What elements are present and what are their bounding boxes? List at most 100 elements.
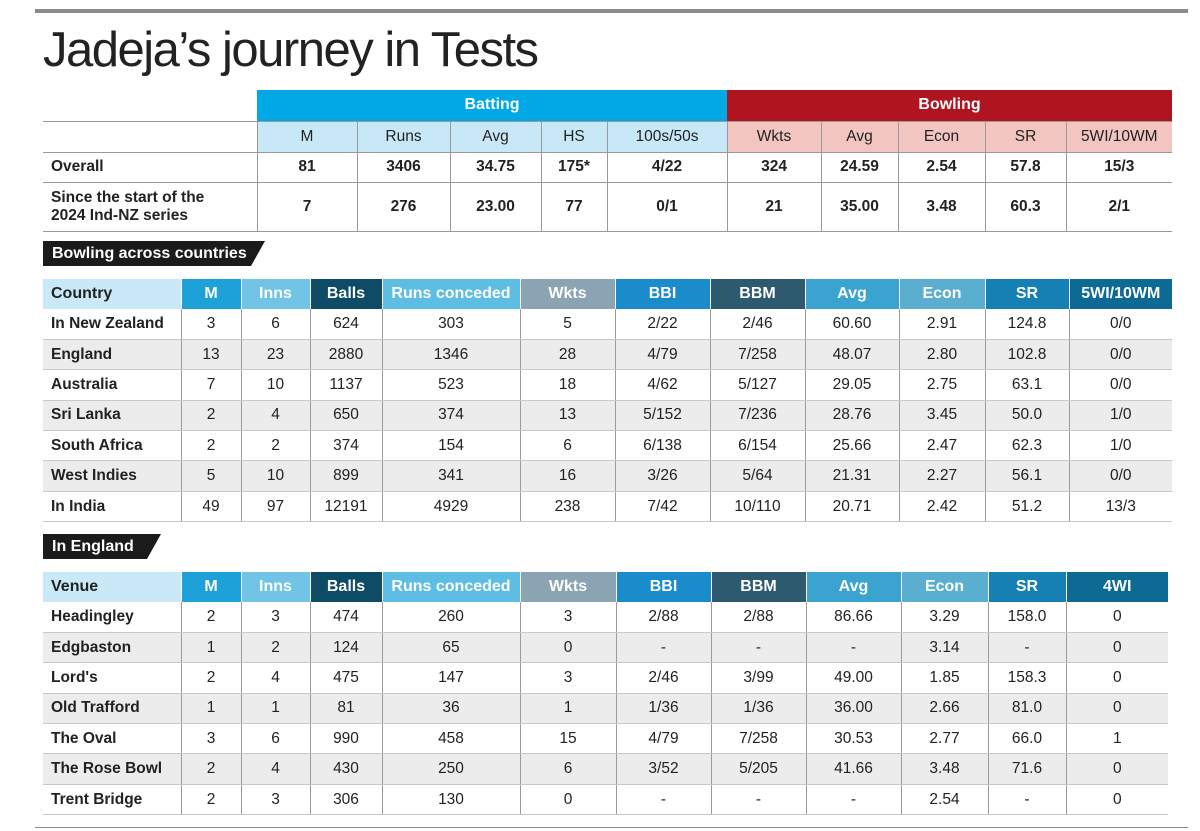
cell: 3406 — [356, 152, 450, 183]
column-header: M — [180, 279, 241, 309]
row-label: West Indies — [43, 460, 181, 492]
cell: 2/22 — [614, 309, 710, 340]
cell: 16 — [519, 460, 615, 492]
cell: 3.48 — [897, 182, 986, 232]
cell: 81 — [256, 152, 357, 183]
row-label: Sri Lanka — [43, 400, 181, 432]
cell: 5 — [519, 309, 615, 340]
column-header: Wkts — [519, 572, 616, 602]
column-header: M — [180, 572, 241, 602]
cell: 374 — [381, 400, 520, 432]
cell: 20.71 — [804, 491, 899, 523]
cell: 1 — [180, 693, 241, 725]
row-label: The Rose Bowl — [43, 753, 181, 785]
cell: 2/88 — [615, 602, 711, 633]
cell: 0 — [1065, 693, 1168, 725]
cell: 6 — [519, 753, 616, 785]
cell: 36 — [381, 693, 520, 725]
row-label: Since the start of the 2024 Ind-NZ serie… — [43, 182, 257, 232]
cell: 0 — [1065, 602, 1168, 633]
cell: 124.8 — [984, 309, 1069, 340]
cell: 6 — [240, 723, 310, 755]
cell: 2.91 — [898, 309, 985, 340]
cell: 4 — [240, 400, 310, 432]
cell: - — [710, 784, 806, 816]
column-header: 5WI/10WM — [1068, 279, 1172, 309]
column-header: HS — [540, 121, 607, 153]
cell: 97 — [240, 491, 310, 523]
cell: 2.54 — [897, 152, 986, 183]
cell: 1/0 — [1068, 400, 1172, 432]
cell: 2 — [180, 662, 241, 694]
cell: 10 — [240, 460, 310, 492]
cell: - — [987, 632, 1066, 664]
cell: 0/0 — [1068, 339, 1172, 371]
row-label: Trent Bridge — [43, 784, 181, 816]
cell: 77 — [540, 182, 607, 232]
cell: 0 — [519, 632, 616, 664]
column-header: SR — [984, 279, 1069, 309]
cell: 62.3 — [984, 430, 1069, 462]
cell: 2 — [240, 430, 310, 462]
cell: 158.0 — [987, 602, 1066, 633]
cell: 3/99 — [710, 662, 806, 694]
cell: 71.6 — [987, 753, 1066, 785]
cell: 56.1 — [984, 460, 1069, 492]
cell: 1 — [1065, 723, 1168, 755]
england-table: Venue M Inns Balls Runs conceded Wkts BBI BBM Av… — [43, 572, 1168, 816]
cell: 306 — [309, 784, 382, 816]
cell: 48.07 — [804, 339, 899, 371]
cell: 2/46 — [615, 662, 711, 694]
column-header: Balls — [309, 279, 382, 309]
cell: 50.0 — [984, 400, 1069, 432]
column-header: Econ — [900, 572, 988, 602]
cell: 25.66 — [804, 430, 899, 462]
cell: - — [805, 632, 901, 664]
summary-table: Batting Bowling M Runs Avg HS 100s/50s Wkts Avg E… — [43, 90, 1173, 232]
cell: 4/62 — [614, 369, 710, 401]
cell: 303 — [381, 309, 520, 340]
column-header: 5WI/10WM — [1065, 121, 1173, 153]
column-header: Runs conceded — [381, 572, 520, 602]
column-header: Country — [43, 279, 181, 309]
cell: 36.00 — [805, 693, 901, 725]
cell: 65 — [381, 632, 520, 664]
cell: 0/1 — [606, 182, 728, 232]
column-header: M — [256, 121, 357, 153]
cell: 60.3 — [984, 182, 1067, 232]
cell: 7/42 — [614, 491, 710, 523]
data-row: West Indies 5 10 899 341 16 3/26 5/64 21.31 2.27 5… — [43, 460, 1172, 492]
blank-cell — [43, 90, 257, 122]
cell: 175* — [540, 152, 607, 183]
column-header: 4WI — [1065, 572, 1168, 602]
cell: 2/1 — [1065, 182, 1173, 232]
column-header: Econ — [898, 279, 985, 309]
cell: 4/79 — [614, 339, 710, 371]
column-header: Avg — [820, 121, 899, 153]
row-label: Overall — [43, 152, 257, 183]
cell: 5/152 — [614, 400, 710, 432]
table-body: Venue M Inns Balls Runs conceded Wkts BBI BBM Av… — [43, 572, 1168, 816]
cell: 6 — [519, 430, 615, 462]
cell: 28 — [519, 339, 615, 371]
cell: 1/36 — [615, 693, 711, 725]
cell: 41.66 — [805, 753, 901, 785]
cell: 81.0 — [987, 693, 1066, 725]
cell: 6 — [240, 309, 310, 340]
column-header: BBM — [709, 279, 805, 309]
row-label: Edgbaston — [43, 632, 181, 664]
title: Jadeja’s journey in Tests — [43, 23, 539, 77]
cell: 2 — [180, 602, 241, 633]
column-header: SR — [984, 121, 1067, 153]
cell: 2.54 — [900, 784, 988, 816]
cell: 154 — [381, 430, 520, 462]
cell: 147 — [381, 662, 520, 694]
cell: 2.80 — [898, 339, 985, 371]
column-header: Inns — [240, 279, 310, 309]
section-tag: In England — [43, 534, 161, 559]
cell: 5/205 — [710, 753, 806, 785]
column-header: Wkts — [519, 279, 615, 309]
cell: 3.48 — [900, 753, 988, 785]
cell: 0 — [1065, 753, 1168, 785]
